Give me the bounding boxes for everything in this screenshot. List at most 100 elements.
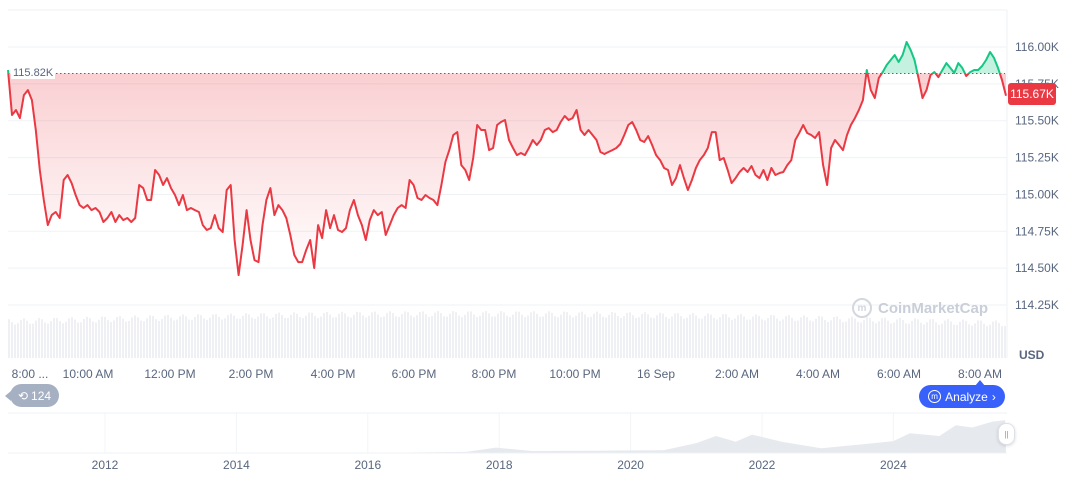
volume-bar: [209, 317, 211, 358]
volume-bar: [866, 317, 868, 358]
volume-bar: [350, 317, 352, 358]
volume-bar: [59, 321, 61, 358]
volume-bar: [125, 321, 127, 358]
volume-bar: [902, 320, 904, 358]
volume-bar: [407, 312, 409, 358]
volume-bar: [425, 314, 427, 358]
volume-bar: [611, 312, 613, 358]
volume-bar: [758, 315, 760, 358]
volume-bar: [839, 319, 841, 358]
volume-bar: [995, 320, 997, 358]
volume-bar: [842, 322, 844, 358]
volume-bar: [434, 312, 436, 358]
volume-bar: [311, 312, 313, 358]
volume-bar: [83, 319, 85, 358]
volume-bar: [545, 313, 547, 358]
volume-bar: [869, 318, 871, 358]
volume-bar: [341, 311, 343, 358]
volume-bar: [767, 317, 769, 358]
volume-bar: [239, 318, 241, 358]
volume-bar: [170, 317, 172, 358]
volume-bar: [488, 313, 490, 358]
volume-bar: [323, 313, 325, 358]
history-badge[interactable]: ⟲ 124: [5, 384, 59, 407]
volume-bar: [353, 314, 355, 358]
volume-bar: [224, 318, 226, 358]
volume-bar: [584, 314, 586, 358]
volume-bar: [98, 319, 100, 358]
volume-bar: [413, 317, 415, 358]
volume-bar: [992, 321, 994, 358]
volume-bar: [623, 316, 625, 358]
volume-bar: [419, 311, 421, 358]
volume-bar: [101, 316, 103, 358]
volume-bar: [578, 312, 580, 358]
volume-bar: [752, 316, 754, 358]
volume-bar: [359, 312, 361, 358]
volume-bar: [455, 312, 457, 358]
volume-bar: [740, 314, 742, 358]
volume-bar: [854, 318, 856, 358]
volume-bar: [377, 314, 379, 358]
volume-bar: [662, 313, 664, 358]
volume-bar: [110, 322, 112, 358]
cmc-logo-icon: m: [928, 390, 942, 403]
volume-bar: [371, 312, 373, 358]
volume-bar: [809, 320, 811, 358]
volume-bar: [542, 316, 544, 358]
volume-bar: [200, 315, 202, 358]
volume-bar: [851, 316, 853, 358]
volume-bar: [512, 314, 514, 358]
x-axis: 8:00 ... 10:00 AM 12:00 PM 2:00 PM 4:00 PM 6:…: [12, 367, 1002, 381]
x-tick-label: 2:00 AM: [715, 367, 759, 381]
area-fill-below-baseline: [8, 73, 1006, 276]
navigator-area[interactable]: [13, 420, 1006, 453]
volume-bar: [32, 323, 34, 358]
volume-bar: [806, 317, 808, 358]
volume-bar: [314, 315, 316, 358]
navigator-drag-handle[interactable]: ||: [998, 423, 1015, 445]
volume-bar: [131, 317, 133, 358]
volume-bar: [506, 315, 508, 358]
volume-bar: [890, 323, 892, 358]
x-tick-label: 8:00 AM: [958, 367, 1002, 381]
volume-bar: [548, 311, 550, 358]
volume-bar: [605, 317, 607, 358]
volume-bar: [8, 319, 10, 358]
volume-bar: [743, 316, 745, 358]
volume-bar: [959, 321, 961, 358]
volume-bar: [119, 316, 121, 358]
volume-bar: [746, 319, 748, 358]
volume-bar: [674, 313, 676, 358]
current-price-badge: 115.67K: [1008, 83, 1056, 105]
volume-bar: [974, 323, 976, 358]
volume-bar: [146, 318, 148, 358]
analyze-button[interactable]: m Analyze ›: [919, 380, 1005, 408]
volume-bar: [134, 315, 136, 358]
volume-bar: [326, 312, 328, 358]
volume-bar: [782, 319, 784, 358]
volume-bar: [935, 322, 937, 358]
volume-bar: [305, 315, 307, 358]
volume-bar: [227, 315, 229, 358]
volume-bar: [644, 312, 646, 358]
x-tick-label: 16 Sep: [637, 367, 675, 381]
volume-bar: [41, 319, 43, 358]
volume-bar: [686, 317, 688, 358]
volume-bar: [410, 315, 412, 358]
volume-bar: [503, 312, 505, 358]
volume-bar: [953, 324, 955, 358]
volume-bar: [671, 316, 673, 358]
volume-bar: [29, 323, 31, 358]
volume-bar: [653, 318, 655, 358]
volume-bar: [176, 319, 178, 358]
analyze-label: Analyze: [945, 389, 988, 404]
volume-bar: [551, 312, 553, 358]
volume-bar: [1001, 326, 1003, 358]
volume-bar: [491, 316, 493, 358]
volume-bar: [659, 312, 661, 358]
volume-bar: [212, 314, 214, 358]
volume-bar: [563, 311, 565, 358]
volume-bar: [632, 315, 634, 358]
